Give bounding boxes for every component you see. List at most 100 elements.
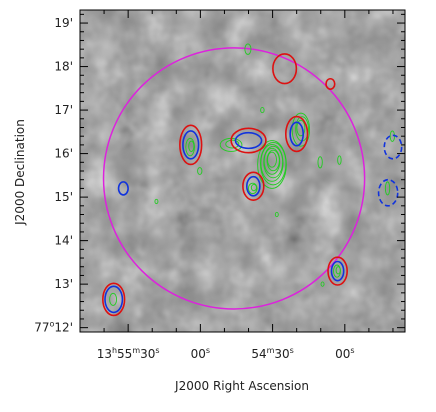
green-contour-level xyxy=(244,43,252,55)
source-left-center xyxy=(179,124,203,166)
green-contour-level xyxy=(109,292,118,306)
tick-value: 17' xyxy=(54,103,73,117)
red-contour xyxy=(327,256,348,286)
tick-value: 12' xyxy=(54,321,73,335)
x-tick-label: 00s xyxy=(191,346,210,361)
tick-value: 15' xyxy=(54,190,73,204)
source-center-right xyxy=(284,115,309,153)
green-contour-level xyxy=(185,137,195,157)
tick-value: 00 xyxy=(335,347,350,361)
green-contour-level xyxy=(260,107,265,114)
x-tick-labels: 13h55m30s 00s 54m30s 00s xyxy=(97,346,355,361)
tick-value: 13' xyxy=(54,277,73,291)
tick-value: 30 xyxy=(274,347,289,361)
green-contour-level xyxy=(225,139,240,149)
green-contour-level xyxy=(337,155,342,165)
green-contour-wisp-4 xyxy=(154,198,159,205)
tick-value: 00 xyxy=(191,347,206,361)
y-tick-label: 17' xyxy=(54,103,73,117)
unit-superscript: h xyxy=(112,346,117,355)
unit-superscript: s xyxy=(206,346,210,355)
x-axis-title: J2000 Right Ascension xyxy=(174,379,309,393)
y-tick-label: 15' xyxy=(54,190,73,204)
green-contour-level xyxy=(266,149,280,172)
green-contour-knot-left xyxy=(185,137,195,157)
red-contour xyxy=(179,124,203,166)
green-contour-wisp-2 xyxy=(337,155,342,165)
field-of-view-circle xyxy=(102,47,366,310)
red-contour xyxy=(325,77,336,90)
unit-superscript: s xyxy=(350,346,354,355)
tick-value: 30 xyxy=(140,347,155,361)
greyscale-background-image xyxy=(80,10,405,332)
blue-contour xyxy=(377,178,399,207)
y-axis-title: J2000 Declination xyxy=(13,119,27,226)
red-contour xyxy=(102,282,126,317)
tick-value: 77 xyxy=(34,321,49,335)
y-tick-label: 14' xyxy=(54,234,73,248)
plot-content xyxy=(102,43,403,317)
blue-contour xyxy=(182,130,200,160)
red-contour xyxy=(242,171,265,201)
blue-contour xyxy=(330,260,345,282)
tick-value: 19' xyxy=(54,16,73,30)
tick-value: 18' xyxy=(54,60,73,74)
green-contour-wisp-7 xyxy=(320,281,325,287)
green-contour-knot-bl xyxy=(109,292,118,306)
unit-superscript: m xyxy=(267,346,275,355)
source-far-right-upper xyxy=(383,134,403,160)
blue-contour xyxy=(383,134,403,160)
green-contour-knot-fr xyxy=(384,181,391,196)
x-tick-label: 54m30s xyxy=(251,346,294,361)
green-contour-level xyxy=(296,119,306,137)
tick-value: 54 xyxy=(251,347,266,361)
y-tick-label: 16' xyxy=(54,147,73,161)
green-contour-level xyxy=(320,281,325,287)
blue-contour xyxy=(117,181,129,196)
green-contour-knot-lower xyxy=(247,182,258,195)
y-tick-label: 13' xyxy=(54,277,73,291)
source-bottom-left xyxy=(102,282,126,317)
green-contour-level xyxy=(197,167,203,175)
tick-value: 55 xyxy=(117,347,132,361)
unit-superscript: m xyxy=(132,346,140,355)
green-contour-level xyxy=(263,145,284,179)
source-lower-center xyxy=(242,171,265,201)
green-contour-level xyxy=(188,140,195,152)
green-contour-level xyxy=(250,184,257,192)
blue-contour xyxy=(104,285,124,314)
source-far-right-lower xyxy=(377,178,399,207)
red-contour xyxy=(272,53,298,85)
unit-superscript: o xyxy=(50,320,55,329)
green-contour-knot-br xyxy=(333,264,341,278)
red-contour xyxy=(284,115,309,153)
x-tick-label: 00s xyxy=(335,346,354,361)
green-contour-wisp-6 xyxy=(274,211,279,218)
green-contour-level xyxy=(335,266,341,275)
green-contour-wisp-3 xyxy=(197,167,203,175)
source-small-right xyxy=(325,77,336,90)
y-tick-label: 19' xyxy=(54,16,73,30)
green-contour-wisp-5 xyxy=(260,107,265,114)
green-contour-level xyxy=(267,151,277,168)
blue-contour xyxy=(246,175,261,197)
unit-superscript: s xyxy=(290,346,294,355)
green-contour-level xyxy=(154,198,159,205)
y-tick-label: 77o12' xyxy=(34,320,73,335)
y-tick-labels: 77o12' 13' 14' 15' 16' 17' 18' 19' xyxy=(34,16,73,335)
green-contour-core xyxy=(257,140,287,189)
red-contour xyxy=(230,127,267,154)
tick-value: 16' xyxy=(54,147,73,161)
tick-value: 13 xyxy=(97,347,112,361)
green-contour-level xyxy=(260,143,284,182)
green-contour-level xyxy=(274,211,279,218)
source-bottom-right xyxy=(327,256,348,286)
blue-contour xyxy=(234,131,263,150)
x-tick-label: 13h55m30s xyxy=(97,346,160,361)
source-top-mid xyxy=(272,53,298,85)
source-center xyxy=(230,127,267,154)
tick-marks xyxy=(80,10,405,332)
unit-superscript: s xyxy=(155,346,159,355)
green-contour-level xyxy=(317,156,323,169)
